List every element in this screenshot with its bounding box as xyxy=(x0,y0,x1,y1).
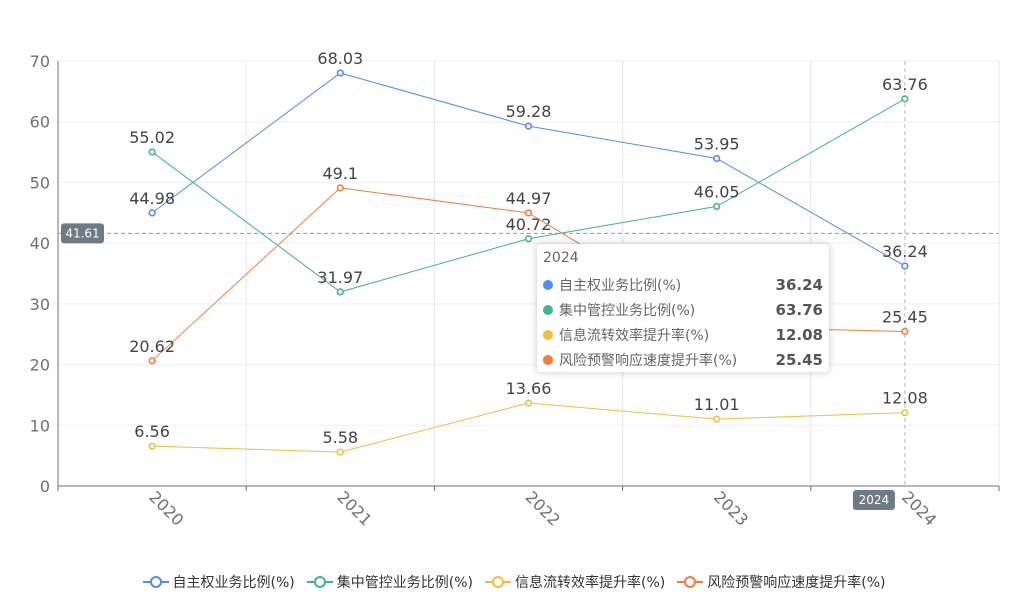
y-tick-label: 30 xyxy=(30,295,50,314)
data-point xyxy=(524,209,533,217)
x-tick-label: 2022 xyxy=(522,487,564,529)
series-line xyxy=(152,402,905,453)
series-marker-icon xyxy=(543,279,553,290)
tooltip-series-name: 集中管控业务比例(%) xyxy=(559,302,696,319)
series-marker-icon xyxy=(543,329,553,340)
tooltip-series-name: 自主权业务比例(%) xyxy=(559,277,682,294)
data-label: 53.95 xyxy=(694,134,740,153)
data-label: 6.56 xyxy=(134,422,170,441)
data-label: 11.01 xyxy=(694,395,740,414)
data-point xyxy=(901,95,909,103)
data-point xyxy=(524,122,533,130)
legend-label: 集中管控业务比例(%) xyxy=(336,575,473,591)
tooltip-row: 风险预警响应速度提升率(%) 25.45 xyxy=(543,347,823,372)
y-tick-label: 20 xyxy=(30,356,50,375)
data-point xyxy=(148,148,156,156)
data-label: 44.97 xyxy=(506,189,552,208)
axis-pointer-y-badge xyxy=(61,223,104,244)
data-point xyxy=(336,288,344,296)
data-label: 44.98 xyxy=(129,189,175,208)
data-label: 25.45 xyxy=(882,307,928,326)
tooltip-series-value: 25.45 xyxy=(775,350,823,369)
x-tick-label: 2020 xyxy=(145,487,187,529)
tooltip-title: 2024 xyxy=(543,250,579,266)
x-tick-label: 2023 xyxy=(710,487,752,529)
y-tick-label: 0 xyxy=(40,477,50,496)
legend: 自主权业务比例(%) 集中管控业务比例(%) 信息流转效率提升率(%) 风险预警响应速… xyxy=(0,572,1028,592)
data-point xyxy=(336,69,344,77)
data-point xyxy=(524,235,533,243)
data-point xyxy=(148,209,156,217)
data-label: 63.76 xyxy=(882,75,928,94)
data-label: 31.97 xyxy=(317,268,363,287)
data-point xyxy=(148,357,156,365)
data-label: 12.08 xyxy=(882,389,928,408)
y-tick-label: 60 xyxy=(30,113,50,132)
data-label: 46.05 xyxy=(694,182,740,201)
legend-item[interactable]: 自主权业务比例(%) xyxy=(142,572,295,592)
legend-line-circle-icon xyxy=(485,576,511,588)
x-tick-label: 2021 xyxy=(333,487,375,529)
axis-pointer-x-label: 2024 xyxy=(859,493,890,507)
tooltip-row: 自主权业务比例(%) 36.24 xyxy=(543,272,823,297)
data-label: 40.72 xyxy=(506,215,552,234)
legend-line-circle-icon xyxy=(142,576,169,588)
data-label: 5.58 xyxy=(322,428,358,447)
tooltip-series-value: 12.08 xyxy=(775,325,823,344)
y-tick-label: 10 xyxy=(30,416,50,435)
series-marker-icon xyxy=(543,354,553,365)
data-point xyxy=(148,442,156,450)
data-label: 49.1 xyxy=(322,164,358,183)
axis-pointer-x-badge xyxy=(852,490,895,510)
data-point xyxy=(524,399,533,407)
tooltip-series-name: 风险预警响应速度提升率(%) xyxy=(559,352,738,369)
legend-label: 风险预警响应速度提升率(%) xyxy=(707,575,886,591)
data-label: 59.28 xyxy=(506,102,552,121)
y-tick-label: 40 xyxy=(30,234,50,253)
legend-line-circle-icon xyxy=(677,576,704,588)
y-tick-label: 50 xyxy=(30,173,50,192)
tooltip-row: 集中管控业务比例(%) 63.76 xyxy=(543,297,823,322)
data-point xyxy=(901,327,909,336)
tooltip-series-name: 信息流转效率提升率(%) xyxy=(559,327,710,344)
x-tick-label: 2024 xyxy=(898,487,940,529)
data-label: 55.02 xyxy=(129,128,175,147)
axis-pointer-y-label: 41.61 xyxy=(65,226,99,240)
data-point xyxy=(713,154,721,163)
data-point xyxy=(336,184,344,192)
series-marker-icon xyxy=(543,304,553,315)
data-point xyxy=(901,262,909,270)
y-tick-label: 70 xyxy=(30,52,50,71)
tooltip: 2024 自主权业务比例(%) 36.24 集中管控业务比例(%) 63.76 信息流转… xyxy=(537,244,829,372)
tooltip-series-value: 63.76 xyxy=(775,300,823,319)
legend-item[interactable]: 信息流转效率提升率(%) xyxy=(485,572,665,592)
tooltip-series-value: 36.24 xyxy=(775,275,823,294)
data-point xyxy=(901,409,909,417)
data-label: 20.62 xyxy=(129,337,175,356)
tooltip-row: 信息流转效率提升率(%) 12.08 xyxy=(543,322,823,347)
data-label: 68.03 xyxy=(317,49,363,68)
legend-label: 信息流转效率提升率(%) xyxy=(515,575,666,591)
legend-item[interactable]: 集中管控业务比例(%) xyxy=(306,572,473,592)
data-point xyxy=(713,415,721,423)
legend-item[interactable]: 风险预警响应速度提升率(%) xyxy=(677,572,885,592)
data-label: 13.66 xyxy=(506,379,552,398)
legend-label: 自主权业务比例(%) xyxy=(172,575,295,591)
legend-line-circle-icon xyxy=(306,576,333,588)
data-label: 36.24 xyxy=(882,242,928,261)
data-point xyxy=(713,202,721,211)
data-point xyxy=(336,448,344,456)
